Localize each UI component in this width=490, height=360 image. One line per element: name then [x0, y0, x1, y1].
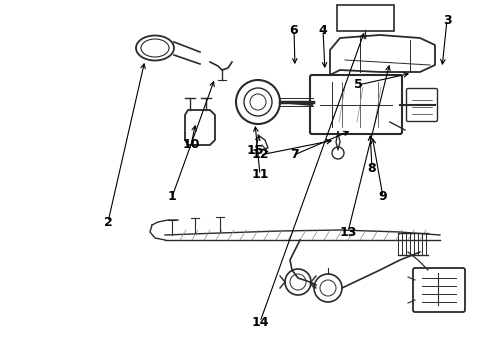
Text: 6: 6: [290, 23, 298, 36]
Text: 8: 8: [368, 162, 376, 175]
Text: 11: 11: [251, 168, 269, 181]
Text: 4: 4: [318, 23, 327, 36]
Text: 10: 10: [182, 139, 200, 152]
Text: 1: 1: [168, 190, 176, 203]
Text: 7: 7: [290, 148, 298, 162]
Text: 15: 15: [246, 144, 264, 157]
Text: 2: 2: [103, 216, 112, 229]
Text: 5: 5: [354, 78, 363, 91]
Text: 13: 13: [339, 225, 357, 238]
Text: 14: 14: [251, 315, 269, 328]
Text: 9: 9: [379, 190, 387, 203]
Text: 3: 3: [442, 13, 451, 27]
Text: 12: 12: [251, 148, 269, 162]
